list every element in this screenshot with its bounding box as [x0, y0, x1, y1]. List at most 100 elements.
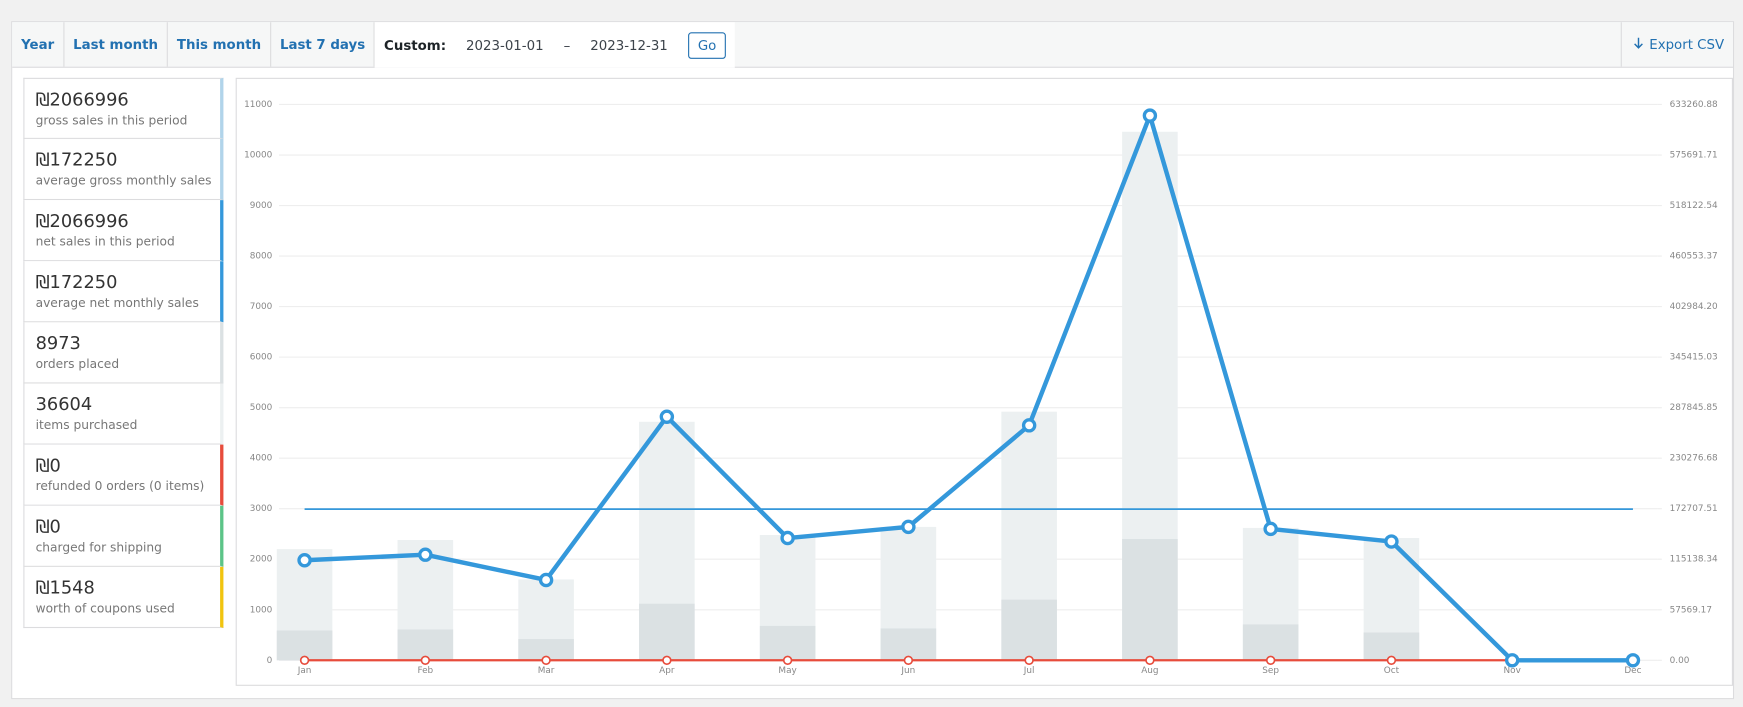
- x-tick-label: Dec: [1624, 666, 1641, 676]
- point: [420, 655, 431, 666]
- y2-tick-label: 518122.54: [1670, 201, 1718, 211]
- legend-amount: ₪1548: [35, 576, 95, 599]
- y-tick-label: 6000: [250, 353, 273, 363]
- legend-label: refunded 0 orders (0 items): [35, 479, 205, 494]
- bar: [397, 629, 454, 661]
- point: [1263, 521, 1278, 537]
- y2-tick-label: 0.00: [1670, 656, 1690, 666]
- y2-tick-label: 575691.71: [1670, 151, 1718, 161]
- range-tab[interactable]: Year: [12, 22, 65, 67]
- legend-item[interactable]: ₪0 charged for shipping: [23, 505, 224, 567]
- x-tick-label: Sep: [1262, 666, 1279, 676]
- point: [662, 655, 672, 666]
- point: [418, 547, 433, 562]
- point: [297, 553, 312, 568]
- legend-amount: ₪0: [35, 515, 61, 537]
- range-bar: Year Last month This month Last 7 days Cust…: [12, 22, 1733, 68]
- y2-tick-label: 287845.85: [1670, 403, 1718, 413]
- legend-item[interactable]: ₪172250 average gross monthly sales: [23, 138, 224, 201]
- point: [541, 655, 551, 666]
- bar: [1001, 599, 1057, 661]
- y-tick-label: 8000: [250, 252, 273, 262]
- y2-tick-label: 460553.37: [1670, 252, 1718, 262]
- x-tick-label: Jun: [900, 666, 915, 676]
- legend-label: worth of coupons used: [35, 601, 175, 616]
- bar: [276, 630, 333, 661]
- range-tab[interactable]: This month: [168, 22, 272, 67]
- legend-item[interactable]: ₪0 refunded 0 orders (0 items): [23, 444, 224, 506]
- x-tick-label: Oct: [1384, 666, 1400, 676]
- date-dash: –: [563, 37, 571, 53]
- legend-item[interactable]: ₪1548 worth of coupons used: [23, 566, 224, 629]
- point: [1145, 655, 1155, 666]
- legend-item[interactable]: 8973 orders placed: [23, 322, 224, 384]
- y-tick-label: 3000: [250, 504, 273, 514]
- y-tick-label: 4000: [250, 454, 273, 464]
- y-tick-label: 0: [267, 656, 273, 666]
- point: [538, 572, 554, 588]
- point: [1024, 655, 1034, 666]
- range-tab[interactable]: Last 7 days: [271, 22, 376, 67]
- y-tick-label: 10000: [244, 151, 273, 161]
- y2-tick-label: 115138.34: [1670, 555, 1718, 565]
- legend-label: gross sales in this period: [35, 113, 188, 128]
- report-panel: Year Last month This month Last 7 days Cust…: [11, 21, 1735, 700]
- date-to[interactable]: 2023-12-31: [590, 37, 668, 53]
- point: [780, 530, 795, 546]
- legend-item[interactable]: 36604 items purchased: [23, 383, 224, 445]
- go-button[interactable]: Go: [687, 31, 727, 59]
- legend-amount: ₪172250: [35, 271, 118, 293]
- chart: 0 1000 2000 3000 4000 5000 6000 7000 8000 9000 100…: [235, 77, 1733, 686]
- point: [1504, 653, 1520, 668]
- legend-list: ₪2066996 gross sales in this period ₪17225…: [23, 77, 224, 629]
- x-tick-label: Feb: [417, 666, 433, 676]
- export-label: Export CSV: [1649, 36, 1725, 53]
- legend-amount: 8973: [35, 332, 81, 354]
- point: [903, 655, 914, 666]
- y-tick-label: 5000: [250, 403, 273, 413]
- legend-label: items purchased: [35, 417, 138, 433]
- bar: [1122, 539, 1178, 661]
- custom-label: Custom:: [384, 37, 447, 53]
- x-tick-label: May: [778, 666, 796, 676]
- y2-tick-label: 230276.68: [1670, 454, 1718, 464]
- bar: [759, 625, 816, 661]
- x-tick-label: Jul: [1023, 666, 1035, 676]
- x-tick-label: Aug: [1141, 666, 1158, 676]
- legend-label: orders placed: [35, 356, 120, 372]
- x-tick-label: Jan: [297, 666, 312, 676]
- y-tick-label: 7000: [250, 302, 273, 312]
- point: [659, 409, 675, 424]
- legend-label: average net monthly sales: [35, 295, 199, 311]
- download-icon: [1633, 37, 1643, 49]
- x-tick-label: Nov: [1504, 666, 1521, 676]
- y2-tick-label: 402984.20: [1670, 302, 1718, 312]
- y2-tick-label: 633260.88: [1670, 100, 1718, 110]
- point: [901, 519, 916, 535]
- legend-item[interactable]: ₪2066996 gross sales in this period: [23, 77, 224, 139]
- legend-amount: 36604: [35, 393, 93, 415]
- legend-label: net sales in this period: [35, 234, 175, 249]
- bar: [639, 603, 695, 661]
- point: [299, 655, 310, 666]
- y-tick-label: 11000: [244, 100, 273, 110]
- legend-amount: ₪2066996: [35, 88, 129, 111]
- custom-range: Custom: 2023-01-01 – 2023-12-31 Go: [375, 22, 736, 68]
- x-tick-label: Mar: [538, 666, 555, 676]
- point: [1386, 655, 1397, 666]
- point: [1384, 534, 1399, 549]
- legend-item[interactable]: ₪172250 average net monthly sales: [23, 261, 224, 323]
- y2-tick-label: 345415.03: [1670, 353, 1718, 363]
- bar: [880, 628, 937, 661]
- date-from[interactable]: 2023-01-01: [466, 37, 544, 53]
- y-tick-label: 1000: [250, 605, 273, 615]
- x-tick-label: Apr: [659, 666, 675, 676]
- export-csv[interactable]: Export CSV: [1620, 22, 1733, 67]
- point: [782, 655, 793, 666]
- range-tab[interactable]: Last month: [64, 22, 168, 67]
- series-line: [304, 113, 1633, 663]
- y-tick-label: 9000: [250, 201, 273, 211]
- bar: [518, 639, 574, 661]
- legend-item[interactable]: ₪2066996 net sales in this period: [23, 200, 224, 262]
